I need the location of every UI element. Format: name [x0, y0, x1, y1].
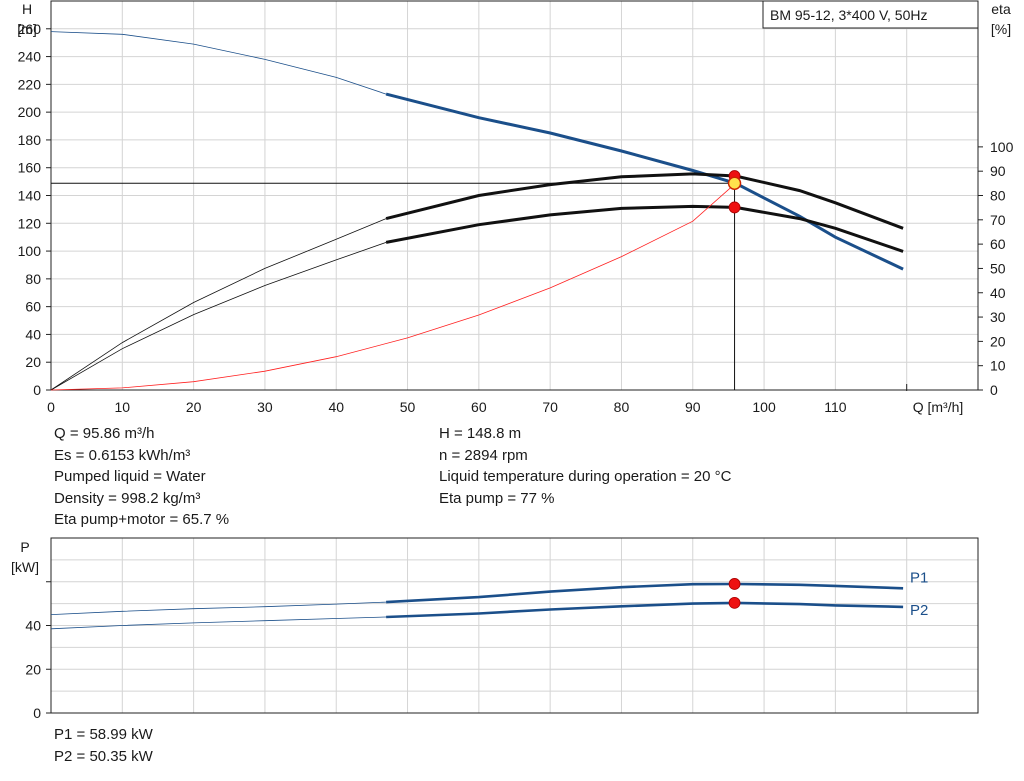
- p-tick-label: 0: [33, 705, 41, 721]
- readout-es: Es = 0.6153 kWh/m³: [54, 446, 191, 464]
- title-box: [762, 0, 979, 29]
- y-right-tick-label: 10: [990, 358, 1006, 374]
- y-left-tick-label: 220: [18, 76, 42, 92]
- y-left-tick-label: 40: [25, 326, 41, 342]
- y-left-tick-label: 20: [25, 354, 41, 370]
- y-left-tick-label: 160: [18, 160, 42, 176]
- y-right-tick-label: 50: [990, 260, 1006, 276]
- eta-pump-motor-curve-extended: [50, 218, 387, 391]
- y-left-tick-label: 120: [18, 215, 42, 231]
- readout-eta-pump: Eta pump = 77 %: [439, 489, 555, 507]
- power-p1-extended: [50, 601, 387, 615]
- chart-title: BM 95-12, 3*400 V, 50Hz: [770, 7, 927, 23]
- y-right-unit: [%]: [991, 21, 1011, 37]
- y-left-tick-label: 180: [18, 132, 42, 148]
- y-left-label: H: [22, 1, 32, 17]
- y-right-tick-label: 80: [990, 188, 1006, 204]
- x-tick-label: 30: [257, 399, 273, 415]
- p-tick-label: 40: [25, 618, 41, 634]
- y-left-tick-label: 140: [18, 188, 42, 204]
- readout-n: n = 2894 rpm: [439, 446, 528, 464]
- y-left-tick-label: 240: [18, 49, 42, 65]
- x-tick-label: 10: [115, 399, 131, 415]
- eta-total-curve: [385, 204, 904, 253]
- x-tick-label: 40: [328, 399, 344, 415]
- power-grid: [50, 537, 979, 714]
- head-curve-extended: [50, 31, 387, 95]
- x-tick-label: 110: [824, 399, 847, 415]
- x-tick-label: 50: [400, 399, 416, 415]
- x-tick-label: 0: [47, 399, 55, 415]
- readout-liquid: Pumped liquid = Water: [54, 468, 206, 485]
- power-p1-label: P1: [910, 569, 928, 586]
- y-right-tick-label: 30: [990, 309, 1006, 325]
- x-tick-label: 60: [471, 399, 487, 415]
- y-right-tick-label: 60: [990, 236, 1006, 252]
- p-axis-unit: [kW]: [11, 559, 39, 575]
- readout-p1: P1 = 58.99 kW: [54, 726, 153, 743]
- y-right-tick-label: 70: [990, 212, 1006, 228]
- readout-h: H = 148.8 m: [439, 425, 522, 442]
- readout-p2: P2 = 50.35 kW: [54, 747, 153, 765]
- power-p2-label: P2: [910, 602, 928, 619]
- p-axis-label: P: [20, 539, 29, 555]
- x-tick-label: 90: [685, 399, 701, 415]
- y-right-tick-label: 0: [990, 382, 998, 398]
- readouts-right: H = 148.8 m n = 2894 rpm Liquid temperat…: [439, 423, 731, 509]
- eta-total-curve-extended: [50, 242, 387, 391]
- y-right-tick-label: 20: [990, 333, 1006, 349]
- y-left-tick-label: 80: [25, 271, 41, 287]
- power-p2-curve: [386, 601, 904, 619]
- system-curve-extended: [50, 183, 736, 391]
- eta-total-point-marker: [728, 201, 741, 214]
- readout-q: Q = 95.86 m³/h: [54, 425, 155, 442]
- p-tick-label: 20: [25, 661, 41, 677]
- readout-temperature: Liquid temperature during operation = 20…: [439, 468, 732, 485]
- x-axis-label: Q [m³/h]: [913, 399, 964, 415]
- power-p1-curve: [386, 582, 904, 604]
- power-point-marker-1: [728, 578, 741, 590]
- x-tick-label: 70: [542, 399, 558, 415]
- x-tick-label: 100: [752, 399, 776, 415]
- y-right-tick-label: 100: [990, 139, 1014, 155]
- y-right-tick-label: 40: [990, 285, 1006, 301]
- power-readouts: P1 = 58.99 kW P2 = 50.35 kW: [54, 724, 153, 767]
- power-p2-extended: [50, 616, 387, 630]
- y-left-tick-label: 200: [18, 104, 42, 120]
- x-tick-label: 20: [186, 399, 202, 415]
- y-left-unit: [m]: [17, 21, 36, 37]
- y-left-tick-label: 60: [25, 299, 41, 315]
- readout-density: Density = 998.2 kg/m³: [54, 489, 201, 507]
- head-curve: [385, 92, 904, 271]
- eta-pump-motor-curve: [385, 172, 904, 230]
- x-tick-label: 80: [614, 399, 630, 415]
- duty-point-marker: [727, 176, 742, 190]
- y-left-tick-label: 100: [18, 243, 42, 259]
- y-left-tick-label: 260: [18, 21, 42, 37]
- y-right-label: eta: [991, 1, 1011, 17]
- y-left-tick-label: 0: [33, 382, 41, 398]
- readouts-left: Q = 95.86 m³/h Es = 0.6153 kWh/m³ Pumped…: [54, 423, 229, 531]
- power-point-marker-2: [728, 596, 741, 609]
- y-right-tick-label: 90: [990, 163, 1006, 179]
- top-grid: [50, 0, 979, 391]
- readout-eta-total: Eta pump+motor = 65.7 %: [54, 511, 230, 528]
